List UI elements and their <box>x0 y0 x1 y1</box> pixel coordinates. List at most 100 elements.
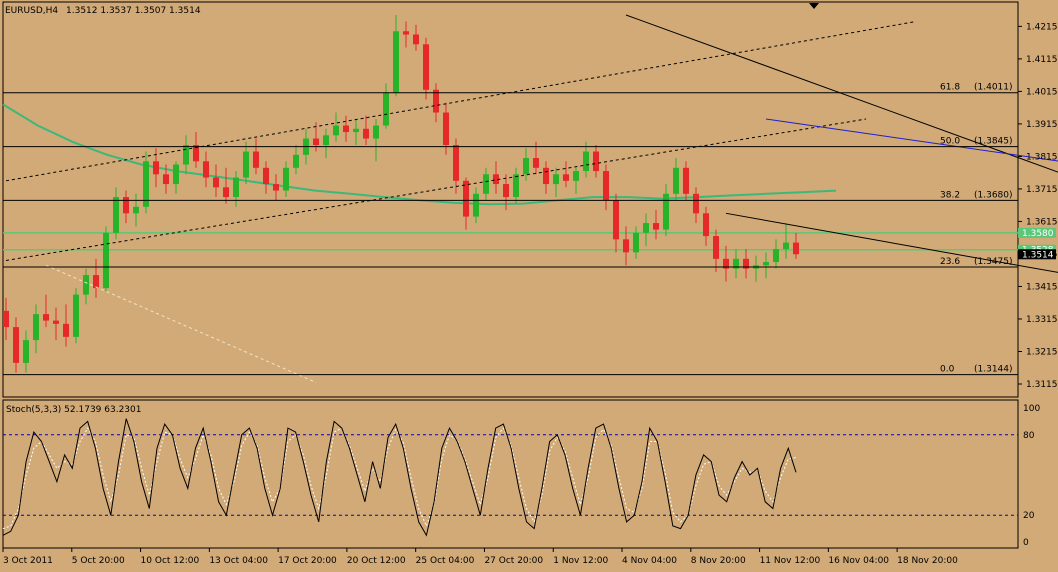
time-tick-label: 11 Nov 12:00 <box>760 556 821 566</box>
candle-body[interactable] <box>243 151 249 178</box>
candle-body[interactable] <box>593 151 599 172</box>
stochastic-main-line[interactable] <box>2 418 797 537</box>
candle-body[interactable] <box>53 320 59 324</box>
candle-body[interactable] <box>633 232 639 253</box>
candle-body[interactable] <box>673 167 679 194</box>
shift-marker-icon[interactable] <box>809 3 819 9</box>
time-tick-label: 1 Nov 12:00 <box>553 556 608 566</box>
candle-body[interactable] <box>323 135 329 146</box>
candle-body[interactable] <box>363 128 369 139</box>
candle-body[interactable] <box>263 167 269 185</box>
candle-body[interactable] <box>793 242 799 255</box>
candle-body[interactable] <box>353 128 359 133</box>
candle-body[interactable] <box>513 174 519 198</box>
candle-body[interactable] <box>183 145 189 165</box>
candle-body[interactable] <box>113 197 119 233</box>
fib-price-label: (1.3144) <box>974 365 1013 375</box>
candle-body[interactable] <box>463 180 469 217</box>
candle-body[interactable] <box>683 167 689 194</box>
candle-body[interactable] <box>533 158 539 168</box>
candle-body[interactable] <box>343 125 349 133</box>
candle-body[interactable] <box>613 200 619 240</box>
candle-body[interactable] <box>543 167 549 185</box>
candle-body[interactable] <box>453 145 459 181</box>
trendline[interactable] <box>725 212 1058 288</box>
candle-body[interactable] <box>723 258 729 269</box>
trendline[interactable] <box>625 14 1058 230</box>
candle-body[interactable] <box>763 262 769 266</box>
price-tag-label: 1.3580 <box>1022 229 1054 239</box>
candle-body[interactable] <box>663 193 669 230</box>
candle-body[interactable] <box>433 89 439 113</box>
candle-body[interactable] <box>253 151 259 168</box>
candle-body[interactable] <box>443 112 449 146</box>
candle-body[interactable] <box>73 294 79 337</box>
candle-body[interactable] <box>523 158 529 175</box>
candle-body[interactable] <box>473 193 479 217</box>
candle-body[interactable] <box>493 174 499 185</box>
candle-body[interactable] <box>563 174 569 181</box>
candle-body[interactable] <box>223 187 229 198</box>
trendline[interactable] <box>765 118 1058 181</box>
candle-body[interactable] <box>163 174 169 185</box>
candle-body[interactable] <box>123 197 129 214</box>
candle-body[interactable] <box>653 223 659 230</box>
candle-body[interactable] <box>403 31 409 35</box>
candle-body[interactable] <box>333 125 339 136</box>
trendline[interactable] <box>45 264 317 383</box>
fib-price-label: (1.3680) <box>974 190 1013 200</box>
candle-body[interactable] <box>233 177 239 198</box>
candle-body[interactable] <box>373 125 379 139</box>
fib-price-label: (1.3475) <box>974 257 1013 267</box>
candle-body[interactable] <box>3 310 9 328</box>
oscillator-panel-frame <box>2 399 1019 549</box>
candle-body[interactable] <box>93 275 99 289</box>
candle-body[interactable] <box>313 138 319 146</box>
time-tick-label: 25 Oct 04:00 <box>416 556 475 566</box>
candle-body[interactable] <box>393 31 399 94</box>
candle-body[interactable] <box>413 34 419 45</box>
candle-body[interactable] <box>743 258 749 269</box>
candle-body[interactable] <box>273 184 279 191</box>
candle-body[interactable] <box>83 275 89 295</box>
candle-body[interactable] <box>503 184 509 198</box>
candle-body[interactable] <box>643 223 649 233</box>
candle-body[interactable] <box>703 213 709 237</box>
candle-body[interactable] <box>103 232 109 289</box>
oscillator-tick-label: 0 <box>1023 538 1029 548</box>
candle-body[interactable] <box>213 177 219 188</box>
candle-body[interactable] <box>713 236 719 259</box>
candle-body[interactable] <box>143 161 149 207</box>
candle-body[interactable] <box>203 161 209 178</box>
candle-body[interactable] <box>33 314 39 341</box>
candle-body[interactable] <box>623 239 629 253</box>
candle-body[interactable] <box>483 174 489 194</box>
candle-body[interactable] <box>783 242 789 250</box>
candle-body[interactable] <box>583 151 589 172</box>
fib-ratio-label: 0.0 <box>940 365 955 375</box>
candle-body[interactable] <box>173 164 179 185</box>
candle-body[interactable] <box>773 249 779 263</box>
candle-body[interactable] <box>733 258 739 269</box>
candle-body[interactable] <box>133 206 139 214</box>
candle-body[interactable] <box>193 145 199 162</box>
candle-body[interactable] <box>153 161 159 175</box>
fib-price-label: (1.3845) <box>974 137 1013 147</box>
candle-body[interactable] <box>13 327 19 363</box>
candle-body[interactable] <box>293 154 299 168</box>
candle-body[interactable] <box>693 193 699 214</box>
fib-ratio-label: 23.6 <box>940 257 960 267</box>
trendline[interactable] <box>5 21 917 182</box>
candle-body[interactable] <box>63 323 69 337</box>
candle-body[interactable] <box>423 44 429 90</box>
trendline[interactable] <box>5 118 867 261</box>
candle-body[interactable] <box>283 167 289 191</box>
candle-body[interactable] <box>573 171 579 181</box>
candle-body[interactable] <box>43 314 49 321</box>
price-tick-label: 1.3215 <box>1026 347 1058 357</box>
candle-body[interactable] <box>603 171 609 201</box>
candle-body[interactable] <box>553 174 559 185</box>
candle-body[interactable] <box>383 93 389 126</box>
candle-body[interactable] <box>23 340 29 363</box>
